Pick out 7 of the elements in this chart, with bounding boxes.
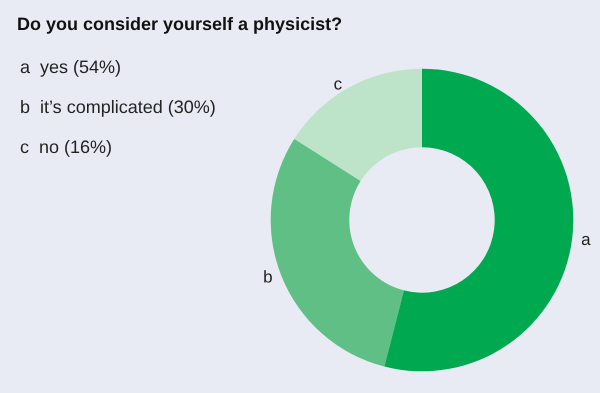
slice-label: b — [263, 268, 273, 287]
text: c no (16%) — [20, 137, 112, 157]
chart-title: Do you consider yourself a physicist? — [17, 14, 342, 34]
slice-label: a — [581, 230, 592, 249]
text: a yes (54%) — [20, 57, 122, 77]
text: b it’s complicated (30%) — [20, 97, 216, 117]
slice-label: c — [334, 74, 343, 94]
